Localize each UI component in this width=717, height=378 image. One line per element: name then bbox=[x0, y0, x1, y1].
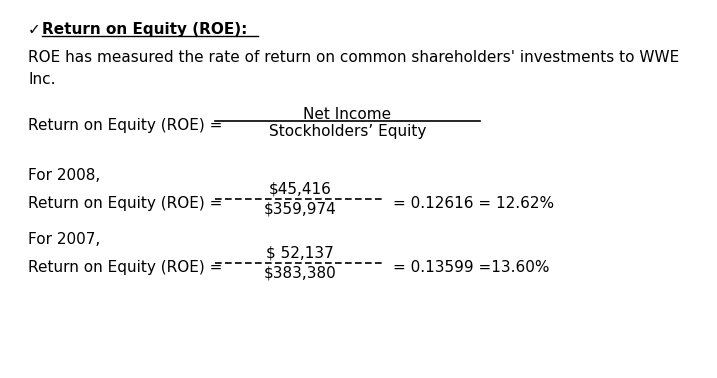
Text: $359,974: $359,974 bbox=[264, 202, 336, 217]
Text: For 2007,: For 2007, bbox=[28, 232, 100, 247]
Text: Return on Equity (ROE) =: Return on Equity (ROE) = bbox=[28, 118, 222, 133]
Text: Return on Equity (ROE):: Return on Equity (ROE): bbox=[42, 22, 247, 37]
Text: ✓: ✓ bbox=[28, 22, 41, 37]
Text: $ 52,137: $ 52,137 bbox=[266, 246, 334, 261]
Text: ROE has measured the rate of return on common shareholders' investments to WWE: ROE has measured the rate of return on c… bbox=[28, 50, 679, 65]
Text: Inc.: Inc. bbox=[28, 72, 55, 87]
Text: Stockholders’ Equity: Stockholders’ Equity bbox=[269, 124, 426, 139]
Text: Net Income: Net Income bbox=[303, 107, 391, 122]
Text: Return on Equity (ROE) =: Return on Equity (ROE) = bbox=[28, 196, 222, 211]
Text: = 0.13599 =13.60%: = 0.13599 =13.60% bbox=[393, 260, 549, 275]
Text: $383,380: $383,380 bbox=[264, 266, 336, 281]
Text: = 0.12616 = 12.62%: = 0.12616 = 12.62% bbox=[393, 196, 554, 211]
Text: $45,416: $45,416 bbox=[269, 182, 331, 197]
Text: For 2008,: For 2008, bbox=[28, 168, 100, 183]
Text: Return on Equity (ROE) =: Return on Equity (ROE) = bbox=[28, 260, 222, 275]
